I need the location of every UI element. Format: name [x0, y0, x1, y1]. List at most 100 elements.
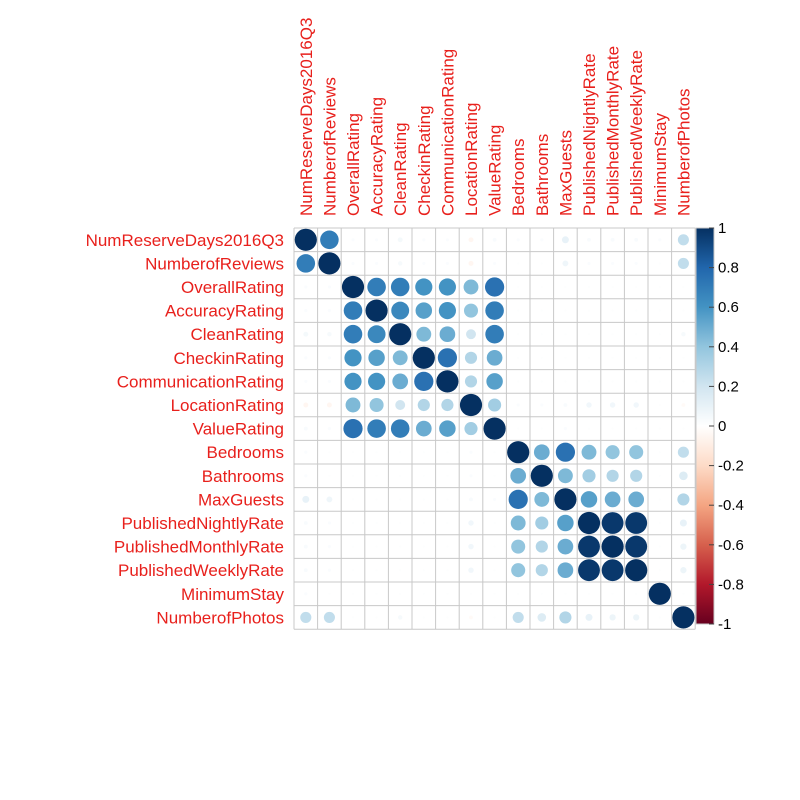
- correlation-circle: [468, 260, 474, 266]
- correlation-circle: [601, 559, 624, 582]
- row-label: PublishedWeeklyRate: [118, 561, 284, 580]
- correlation-circle: [601, 535, 624, 558]
- correlation-circle: [611, 333, 614, 336]
- correlation-circle: [446, 451, 449, 454]
- colorbar-tick-label: 0.2: [718, 378, 739, 395]
- correlation-circle: [422, 521, 425, 525]
- correlation-circle: [555, 442, 576, 462]
- correlation-circle: [658, 262, 661, 265]
- correlation-circle: [466, 329, 476, 340]
- correlation-circle: [327, 285, 331, 289]
- column-label: MinimumStay: [651, 113, 670, 216]
- correlation-circle: [468, 237, 474, 243]
- correlation-circle: [510, 467, 527, 484]
- correlation-circle: [658, 451, 661, 454]
- correlation-circle: [327, 427, 331, 431]
- correlation-circle: [446, 569, 449, 572]
- correlation-circle: [516, 403, 520, 407]
- correlation-circle: [327, 331, 332, 337]
- correlation-circle: [677, 234, 689, 246]
- correlation-circle: [564, 592, 567, 595]
- correlation-circle: [540, 356, 543, 359]
- row-label: ValueRating: [193, 420, 284, 439]
- correlation-circle: [517, 309, 520, 312]
- correlation-circle: [625, 559, 648, 582]
- correlation-circle: [369, 397, 384, 413]
- correlation-circle: [635, 285, 638, 289]
- colorbar-tick-label: -0.6: [718, 537, 744, 554]
- correlation-circle: [296, 254, 316, 273]
- correlation-circle: [459, 393, 483, 417]
- column-label: CheckinRating: [415, 105, 434, 216]
- correlation-circle: [341, 275, 365, 299]
- colorbar-tick-label: 0.8: [718, 260, 739, 277]
- correlation-circle: [441, 398, 454, 412]
- correlation-circle: [587, 285, 591, 289]
- row-label: Bathrooms: [202, 467, 284, 486]
- correlation-circle: [304, 309, 308, 313]
- correlation-circle: [563, 427, 567, 431]
- correlation-circle: [658, 285, 661, 289]
- correlation-circle: [327, 356, 331, 360]
- correlation-circle: [303, 402, 309, 408]
- correlation-circle: [635, 333, 638, 336]
- correlation-circle: [351, 498, 355, 501]
- correlation-circle: [680, 567, 687, 574]
- correlation-circle: [368, 372, 386, 390]
- correlation-circle: [682, 356, 685, 359]
- correlation-circle: [303, 544, 308, 549]
- correlation-circle: [635, 356, 638, 359]
- correlation-circle: [415, 302, 433, 319]
- correlation-circle: [469, 592, 473, 595]
- correlation-circle: [517, 356, 520, 359]
- correlation-circle: [493, 569, 496, 572]
- correlation-circle: [422, 474, 425, 477]
- correlation-circle: [416, 326, 432, 342]
- correlation-circle: [679, 471, 688, 481]
- correlation-circle: [327, 545, 331, 549]
- correlation-circle: [580, 491, 598, 508]
- correlation-circle: [534, 491, 550, 507]
- correlation-circle: [445, 238, 449, 242]
- correlation-circle: [672, 606, 695, 629]
- correlation-circle: [540, 238, 544, 242]
- correlation-circle: [493, 592, 496, 595]
- correlation-circle: [390, 419, 410, 438]
- correlation-circle: [677, 493, 690, 506]
- row-label: NumberofPhotos: [156, 608, 284, 627]
- correlation-circle: [300, 611, 312, 623]
- correlation-circle: [587, 427, 591, 430]
- correlation-circle: [446, 498, 449, 501]
- correlation-circle: [577, 511, 601, 535]
- correlation-circle: [517, 592, 520, 595]
- correlation-circle: [399, 498, 402, 501]
- correlation-circle: [540, 427, 543, 430]
- correlation-circle: [392, 350, 408, 366]
- correlation-circle: [680, 543, 687, 550]
- correlation-circle: [557, 468, 573, 484]
- correlation-circle: [304, 474, 308, 478]
- correlation-circle: [658, 333, 661, 336]
- correlation-circle: [587, 309, 591, 312]
- correlation-circle: [586, 402, 592, 408]
- correlation-circle: [516, 238, 520, 242]
- correlation-circle: [606, 469, 619, 482]
- correlation-circle: [399, 521, 402, 525]
- correlation-circle: [681, 331, 686, 337]
- correlation-circle: [658, 403, 661, 407]
- correlation-circle: [609, 614, 616, 621]
- correlation-circle: [677, 446, 689, 458]
- correlation-circle: [468, 543, 474, 550]
- correlation-circle: [422, 592, 425, 595]
- correlation-circle: [564, 285, 567, 289]
- correlation-circle: [326, 496, 333, 503]
- row-label: NumReserveDays2016Q3: [86, 231, 284, 250]
- correlation-circle: [469, 474, 473, 478]
- correlation-circle: [511, 563, 526, 578]
- correlation-circle: [658, 569, 661, 572]
- column-labels: NumReserveDays2016Q3 NumberofReviews Overa…: [297, 18, 694, 216]
- correlation-circle: [351, 616, 355, 619]
- column-label: Bathrooms: [533, 134, 552, 216]
- correlation-circle: [611, 261, 615, 265]
- correlation-circle: [493, 497, 497, 501]
